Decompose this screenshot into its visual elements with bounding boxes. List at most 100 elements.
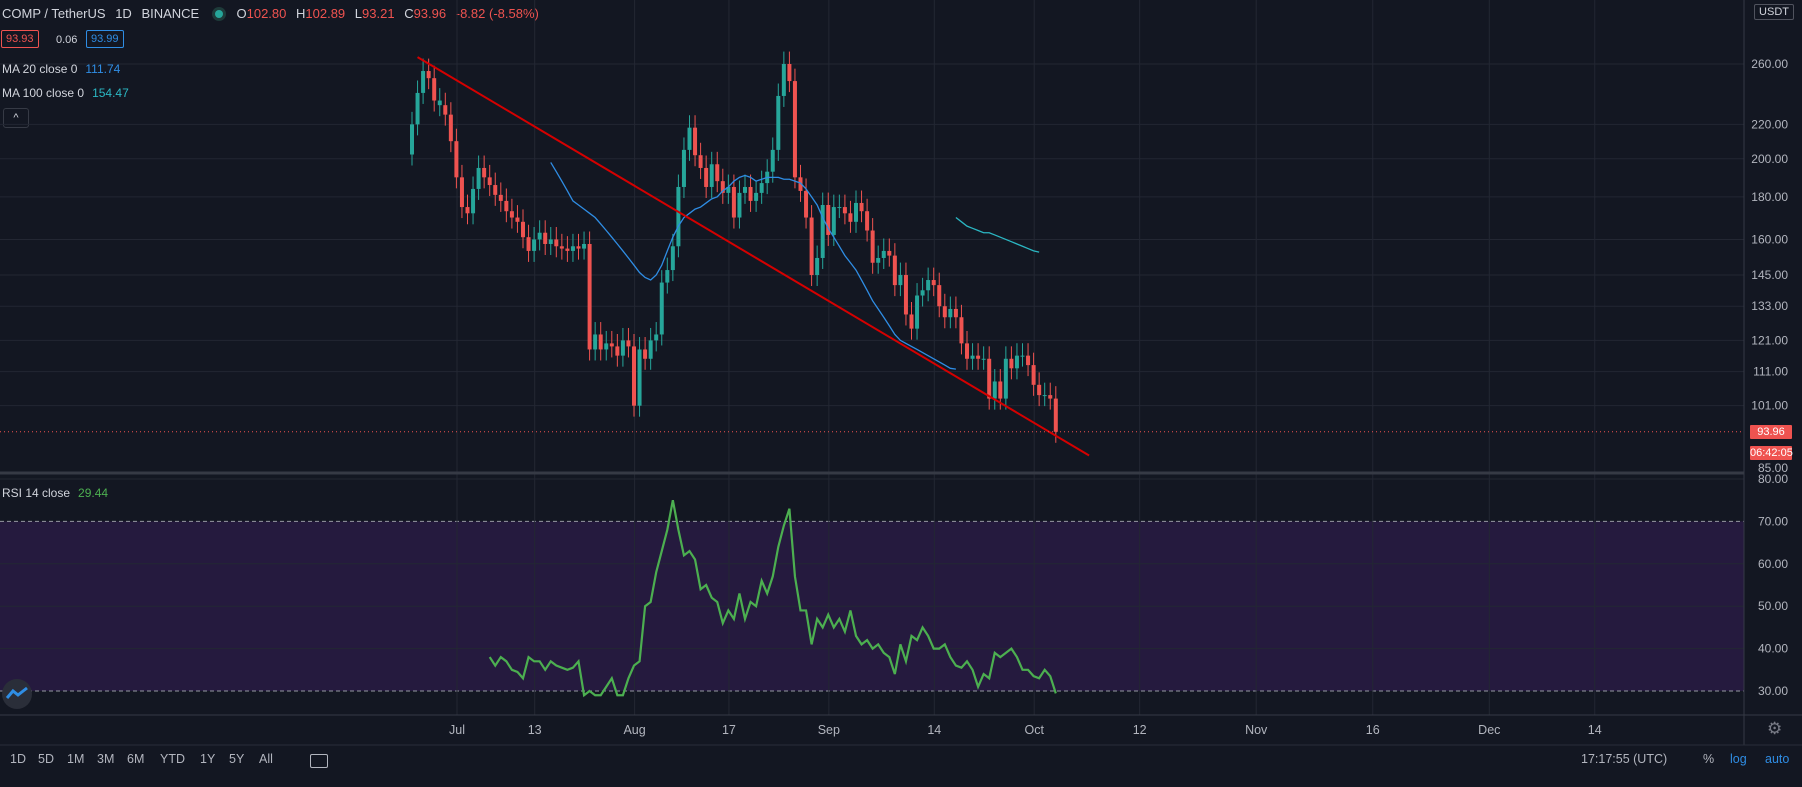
symbol-title[interactable]: COMP / TetherUS <box>2 6 106 21</box>
candle-body <box>720 181 725 193</box>
candle-body <box>837 207 842 209</box>
candle-body <box>454 141 459 178</box>
rsi-tick-label: 60.00 <box>1758 557 1788 571</box>
candle-body <box>515 217 520 222</box>
rsi-tick-label: 40.00 <box>1758 642 1788 656</box>
candle-body <box>698 155 703 168</box>
settings-gear-icon[interactable]: ⚙ <box>1767 719 1783 738</box>
candle-body <box>426 71 431 79</box>
candle-body <box>532 239 537 251</box>
range-button-5d[interactable]: 5D <box>38 752 54 766</box>
candle-body <box>826 204 831 235</box>
candle-body <box>920 290 925 296</box>
rsi-tick-label: 70.00 <box>1758 514 1788 528</box>
rsi-tick-label: 80.00 <box>1758 472 1788 486</box>
candle-body <box>1053 398 1058 432</box>
candle-body <box>593 334 598 350</box>
candle-body <box>548 239 553 244</box>
candle-body <box>1048 395 1053 399</box>
ma20-legend[interactable]: MA 20 close 0 111.74 <box>2 62 120 76</box>
compare-calendar-icon[interactable] <box>310 754 328 768</box>
candle-body <box>576 246 581 249</box>
candle-body <box>410 124 414 155</box>
range-button-1d[interactable]: 1D <box>10 752 26 766</box>
time-tick-label: 12 <box>1133 723 1147 737</box>
candle-body <box>681 149 686 187</box>
high-label: H <box>296 6 306 21</box>
range-button-6m[interactable]: 6M <box>127 752 145 766</box>
interval-label[interactable]: 1D <box>115 6 132 21</box>
time-axis[interactable]: Jul 13 Aug 17 Sep 14 Oct 12 Nov 16 Dec 14 <box>449 723 1602 737</box>
candle-body <box>620 340 625 356</box>
candle-body <box>1020 355 1025 357</box>
ma100-legend[interactable]: MA 100 close 0 154.47 <box>2 86 129 100</box>
candle-body <box>903 275 908 315</box>
range-button-1y[interactable]: 1Y <box>200 752 216 766</box>
candle-body <box>804 190 809 218</box>
candle-body <box>465 207 470 214</box>
candle-body <box>709 164 714 187</box>
candle-body <box>448 114 453 142</box>
collapse-legend-button[interactable]: ^ <box>3 108 29 128</box>
exchange-label: BINANCE <box>141 6 200 21</box>
candle-body <box>415 92 420 125</box>
candle-body <box>743 186 747 193</box>
range-button-3m[interactable]: 3M <box>97 752 115 766</box>
candle-body <box>1014 355 1019 369</box>
range-button-all[interactable]: All <box>259 752 273 766</box>
chevron-up-icon: ^ <box>13 112 19 124</box>
price-axis[interactable]: 85.00 101.00 111.00 121.00 133.00 145.00 160.0… <box>1751 57 1788 475</box>
candle-body <box>976 355 981 359</box>
candle-body <box>748 186 753 201</box>
candle-body <box>787 64 792 82</box>
candle-body <box>792 81 797 178</box>
candle-body <box>887 250 892 256</box>
low-value: 93.21 <box>362 6 395 21</box>
rsi-legend[interactable]: RSI 14 close 29.44 <box>2 486 108 500</box>
change-value: -8.82 (-8.58%) <box>455 6 539 21</box>
rsi-value: 29.44 <box>78 486 109 500</box>
candle-body <box>909 314 914 329</box>
price-tick-label: 101.00 <box>1751 399 1788 413</box>
price-tick-label: 111.00 <box>1753 365 1788 379</box>
candle-body <box>770 149 775 172</box>
candle-body <box>948 308 953 318</box>
candle-body <box>637 349 642 406</box>
candle-body <box>537 232 542 240</box>
ask-price[interactable]: 93.99 <box>86 30 124 48</box>
time-tick-label: 17 <box>722 723 736 737</box>
candle-body <box>1026 355 1031 366</box>
candle-body <box>759 183 764 193</box>
candle-body <box>865 211 870 231</box>
auto-toggle[interactable]: auto <box>1765 752 1790 766</box>
candle-body <box>554 239 559 247</box>
candle-body <box>493 185 498 195</box>
candle-body <box>1009 358 1014 369</box>
trendline[interactable] <box>417 56 1090 457</box>
candle-body <box>526 237 531 251</box>
candle-body <box>842 207 847 214</box>
bid-price[interactable]: 93.93 <box>1 30 39 48</box>
rsi-tick-label: 50.00 <box>1758 599 1788 613</box>
candle-body <box>737 192 742 218</box>
candle-body <box>654 334 659 341</box>
candle-body <box>670 246 675 271</box>
candle-body <box>693 127 698 156</box>
candle-body <box>953 308 958 318</box>
log-toggle[interactable]: log <box>1730 752 1747 766</box>
utc-time[interactable]: 17:17:55 (UTC) <box>1581 752 1668 766</box>
price-tick-label: 160.00 <box>1751 232 1788 246</box>
candle-body <box>704 167 709 187</box>
ma20-line <box>550 162 956 370</box>
rsi-tick-label: 30.00 <box>1758 684 1788 698</box>
range-button-1m[interactable]: 1M <box>67 752 85 766</box>
range-button-5y[interactable]: 5Y <box>229 752 245 766</box>
range-button-ytd[interactable]: YTD <box>160 752 185 766</box>
currency-label[interactable]: USDT <box>1754 4 1794 20</box>
percent-toggle[interactable]: % <box>1703 752 1715 766</box>
candle-body <box>476 167 481 189</box>
candle-body <box>432 78 437 101</box>
rsi-axis[interactable]: 30.00 40.00 50.00 60.00 70.00 80.00 <box>1758 472 1788 698</box>
tradingview-logo-icon[interactable] <box>2 679 32 709</box>
